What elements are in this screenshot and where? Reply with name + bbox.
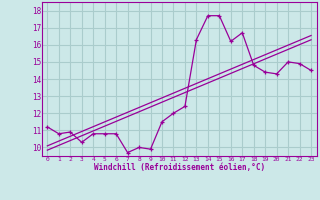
X-axis label: Windchill (Refroidissement éolien,°C): Windchill (Refroidissement éolien,°C) bbox=[94, 163, 265, 172]
